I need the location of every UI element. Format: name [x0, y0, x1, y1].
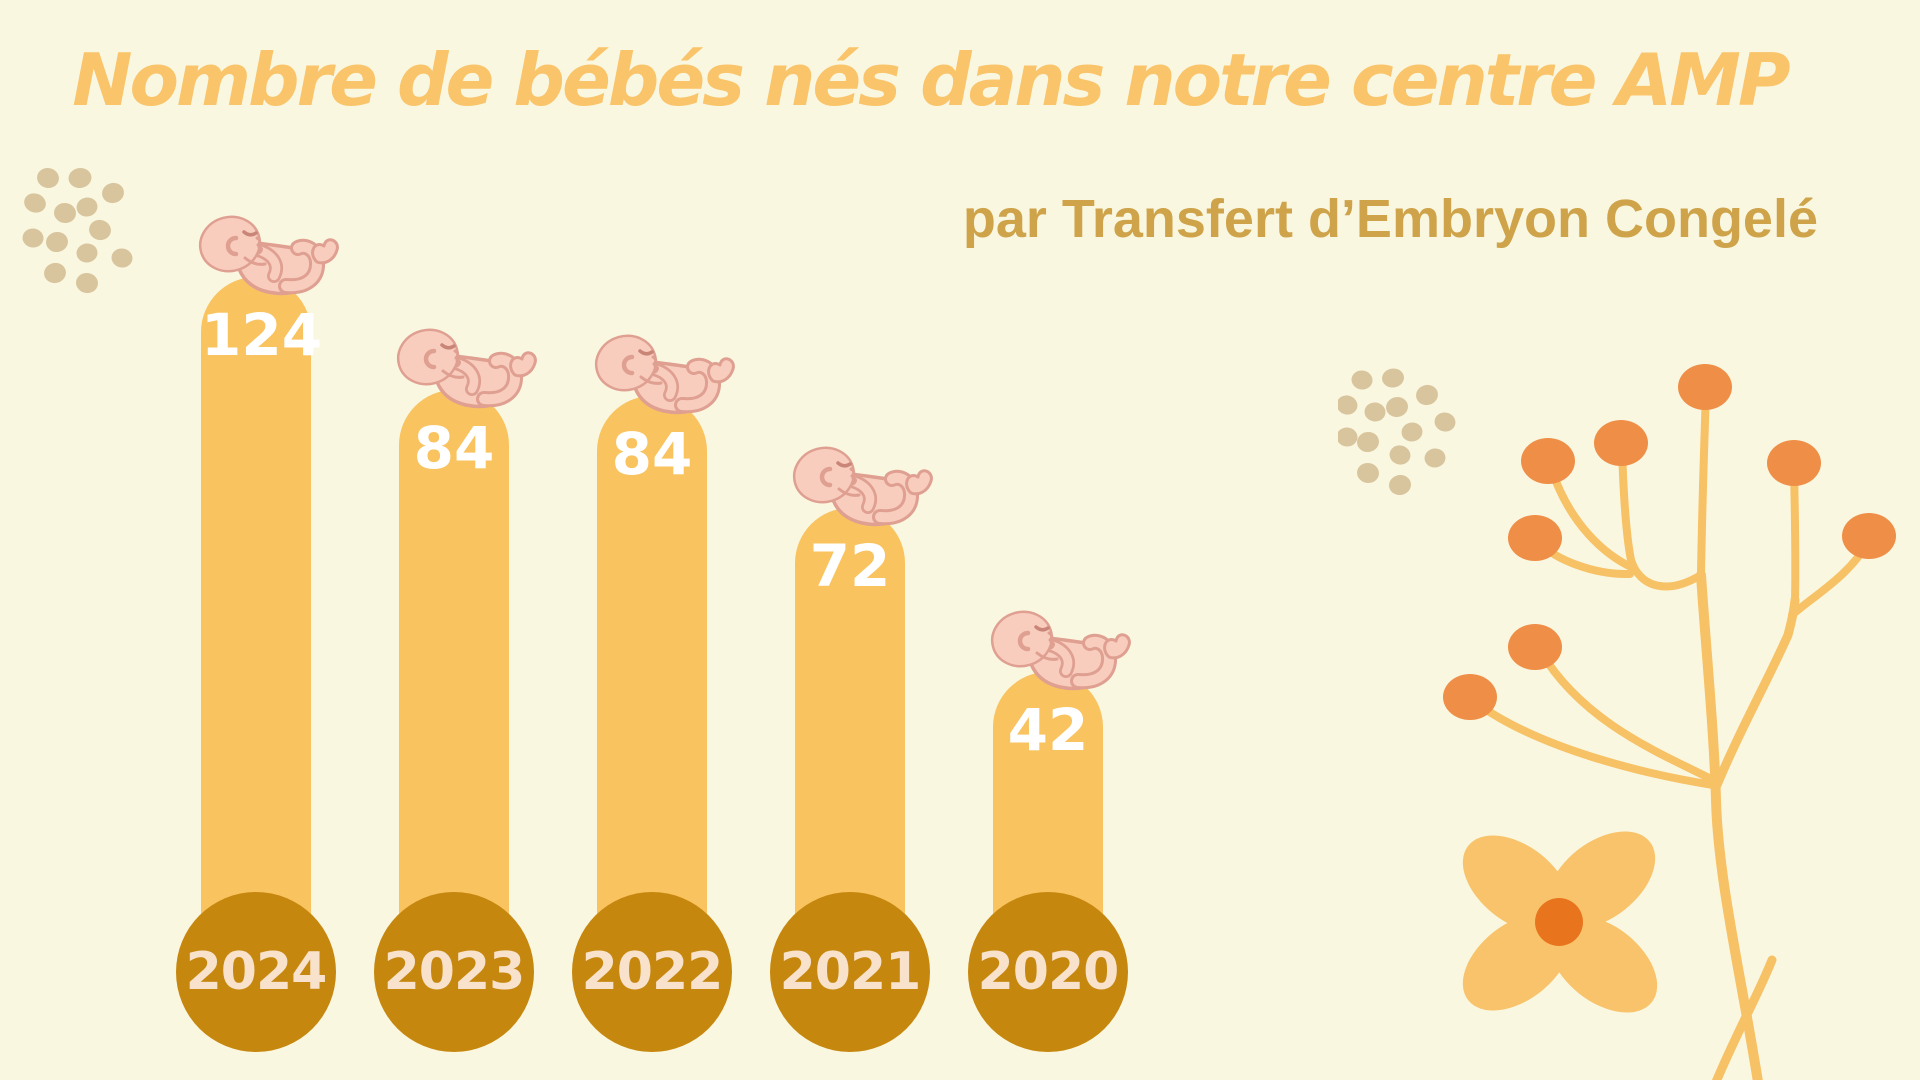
year-label: 2020: [977, 942, 1120, 1002]
four-petal-flower-icon: [1462, 831, 1658, 1013]
year-label: 2022: [581, 942, 724, 1002]
bar-2024: 124: [201, 277, 323, 985]
sleeping-newborn-icon: [790, 433, 940, 533]
flower-center: [1535, 898, 1583, 946]
year-badge-2024: 2024: [176, 892, 336, 1052]
year-badge-2021: 2021: [770, 892, 930, 1052]
bar-value-2020: 42: [1007, 696, 1089, 764]
year-badge-2022: 2022: [572, 892, 732, 1052]
year-label: 2023: [383, 942, 526, 1002]
sleeping-newborn-icon: [988, 597, 1138, 697]
page-subtitle: par Transfert d’Embryon Congelé: [962, 189, 1818, 249]
sleeping-newborn-icon: [394, 315, 544, 415]
berry-branch-icon: [1443, 364, 1896, 1080]
bar-value-2022: 84: [611, 420, 693, 488]
year-badge-2023: 2023: [374, 892, 534, 1052]
dots-cluster-icon: [22, 167, 133, 294]
sleeping-newborn-icon: [592, 321, 742, 421]
year-label: 2024: [185, 942, 328, 1002]
bar-value-2023: 84: [413, 414, 495, 482]
page-title: Nombre de bébés nés dans notre centre AM…: [72, 38, 1790, 122]
year-badge-2020: 2020: [968, 892, 1128, 1052]
bar-2023: 84: [399, 390, 509, 985]
sleeping-newborn-icon: [196, 202, 346, 302]
year-label: 2021: [779, 942, 922, 1002]
bar-2022: 84: [597, 396, 707, 985]
bar-value-2024: 124: [201, 301, 323, 369]
dots-cluster-icon: [1338, 368, 1456, 496]
bar-value-2021: 72: [809, 532, 891, 600]
